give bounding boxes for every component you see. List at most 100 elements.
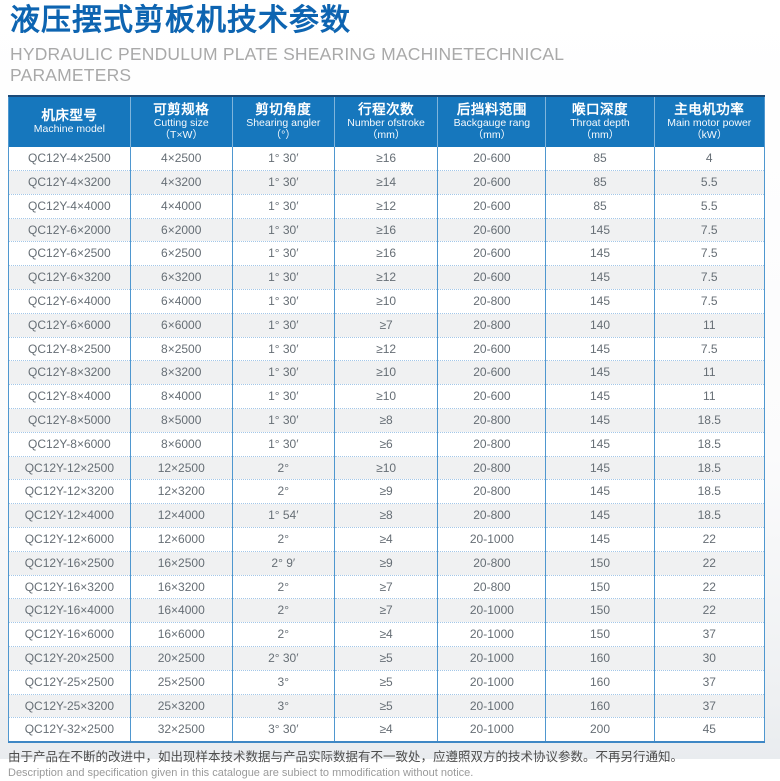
table-cell: 12×3200 (130, 479, 233, 505)
table-cell: 22 (654, 527, 765, 552)
table-cell: 4 (654, 147, 765, 171)
table-cell: 160 (545, 670, 655, 695)
table-cell: 20-800 (437, 575, 547, 600)
table-cell: 4×4000 (130, 194, 233, 219)
table-row: QC12Y-16×6000 16×6000 2° ≥4 20-1000 150 37 (8, 622, 765, 647)
table-cell: 2° (232, 527, 335, 552)
footer-note: 由于产品在不断的改进中，如出现样本技术数据与产品实际数据有不一致处，应遵照双方的… (8, 749, 780, 781)
column-header-cn: 可剪规格 (153, 102, 210, 118)
table-cell: 30 (654, 646, 765, 671)
table-cell: ≥10 (334, 456, 439, 481)
table-row: QC12Y-16×3200 16×3200 2° ≥7 20-800 150 22 (8, 575, 765, 600)
table-cell: 25×2500 (130, 670, 233, 695)
table-cell: 20-600 (437, 360, 547, 386)
column-header-machine-model: 机床型号 Machine model (8, 96, 131, 148)
page-subtitle-en: HYDRAULIC PENDULUM PLATE SHEARING MACHIN… (10, 43, 564, 85)
spec-table-container: 机床型号 Machine model 可剪规格 Cutting size （T×W） 剪切… (8, 95, 765, 744)
table-cell: 1° 30′ (232, 194, 335, 219)
table-cell: 3° (232, 694, 335, 719)
cell-machine-model: QC12Y-6×4000 (8, 289, 131, 314)
table-cell: 20-600 (437, 170, 547, 195)
table-cell: 12×4000 (130, 503, 233, 528)
table-row: QC12Y-16×4000 16×4000 2° ≥7 20-1000 150 22 (8, 598, 765, 624)
table-header-row: 机床型号 Machine model 可剪规格 Cutting size （T×W） 剪切… (8, 96, 765, 148)
table-row: QC12Y-32×2500 32×2500 3° 30′ ≥4 20-1000 200 45 (8, 717, 765, 743)
table-cell: 150 (545, 575, 655, 600)
column-header-number-ofstroke: 行程次数 Number ofstroke （mm） (334, 96, 439, 148)
table-cell: 7.5 (654, 241, 765, 267)
cell-machine-model: QC12Y-32×2500 (8, 717, 131, 743)
table-cell: 7.5 (654, 289, 765, 314)
cell-machine-model: QC12Y-20×2500 (8, 646, 131, 671)
table-row: QC12Y-25×2500 25×2500 3° ≥5 20-1000 160 37 (8, 670, 765, 695)
table-cell: 20-800 (437, 289, 547, 314)
table-row: QC12Y-4×4000 4×4000 1° 30′ ≥12 20-600 85 5.5 (8, 194, 765, 219)
table-cell: 3° (232, 670, 335, 695)
table-cell: 20-600 (437, 194, 547, 219)
table-cell: ≥10 (334, 289, 439, 314)
column-header-cn: 喉口深度 (572, 102, 628, 118)
table-row: QC12Y-8×5000 8×5000 1° 30′ ≥8 20-800 145 18.5 (8, 408, 765, 433)
cell-machine-model: QC12Y-16×2500 (8, 551, 131, 576)
table-cell: 22 (654, 551, 765, 576)
column-header-unit: （°） (270, 129, 296, 142)
table-cell: 1° 30′ (232, 384, 335, 409)
table-cell: 2° (232, 479, 335, 505)
table-cell: 20-1000 (437, 717, 547, 743)
table-cell: 12×2500 (130, 456, 233, 481)
table-cell: 2° (232, 575, 335, 600)
column-header-unit: （mm） (580, 129, 620, 142)
table-cell: 18.5 (654, 479, 765, 505)
table-cell: ≥6 (334, 432, 439, 457)
table-cell: 6×4000 (130, 289, 233, 314)
table-cell: 20-1000 (437, 598, 547, 624)
table-cell: 1° 30′ (232, 265, 335, 290)
table-cell: 18.5 (654, 456, 765, 481)
table-row: QC12Y-4×2500 4×2500 1° 30′ ≥16 20-600 85 4 (8, 147, 765, 171)
table-cell: 20-600 (437, 218, 547, 243)
table-header: 机床型号 Machine model 可剪规格 Cutting size （T×W） 剪切… (8, 96, 765, 148)
table-cell: 32×2500 (130, 717, 233, 743)
table-row: QC12Y-12×3200 12×3200 2° ≥9 20-800 145 18.5 (8, 479, 765, 505)
table-row: QC12Y-20×2500 20×2500 2° 30′ ≥5 20-1000 160 30 (8, 646, 765, 671)
table-cell: 150 (545, 598, 655, 624)
table-cell: ≥5 (334, 670, 439, 695)
column-header-cn: 剪切角度 (255, 102, 312, 118)
table-cell: 11 (654, 313, 765, 338)
column-header-backgauge-rang: 后挡料范围 Backgauge rang （mm） (437, 96, 547, 148)
table-cell: 20-600 (437, 147, 547, 171)
table-cell: 12×6000 (130, 527, 233, 552)
column-header-en: Backgauge rang (453, 117, 531, 130)
table-cell: ≥8 (334, 503, 439, 528)
table-cell: 145 (545, 218, 655, 243)
table-cell: ≥8 (334, 408, 439, 433)
table-cell: 145 (545, 241, 655, 267)
table-cell: 1° 30′ (232, 360, 335, 386)
table-row: QC12Y-6×2500 6×2500 1° 30′ ≥16 20-600 145 7.5 (8, 241, 765, 267)
table-cell: 22 (654, 575, 765, 600)
table-cell: 5.5 (654, 170, 765, 195)
table-cell: 20-1000 (437, 622, 547, 647)
column-header-cn: 主电机功率 (674, 102, 745, 118)
table-cell: 20-800 (437, 503, 547, 528)
table-row: QC12Y-16×2500 16×2500 2° 9′ ≥9 20-800 150 22 (8, 551, 765, 576)
table-cell: 160 (545, 646, 655, 671)
table-row: QC12Y-6×6000 6×6000 1° 30′ ≥7 20-800 140 11 (8, 313, 765, 338)
column-header-en: Shearing angler (246, 117, 321, 130)
table-cell: 16×2500 (130, 551, 233, 576)
table-cell: 7.5 (654, 265, 765, 290)
table-cell: 85 (545, 170, 655, 195)
column-header-unit: （mm） (472, 129, 512, 142)
table-cell: 8×4000 (130, 384, 233, 409)
table-cell: 11 (654, 384, 765, 409)
table-cell: 20-600 (437, 384, 547, 409)
column-header-unit: （kW） (691, 129, 728, 142)
table-cell: 1° 54′ (232, 503, 335, 528)
footer-note-en: Description and specification given in t… (8, 767, 474, 780)
table-cell: ≥7 (334, 575, 439, 600)
table-row: QC12Y-8×3200 8×3200 1° 30′ ≥10 20-600 145 11 (8, 360, 765, 386)
cell-machine-model: QC12Y-12×6000 (8, 527, 131, 552)
table-cell: ≥16 (334, 241, 439, 267)
table-row: QC12Y-12×4000 12×4000 1° 54′ ≥8 20-800 145 18.… (8, 503, 765, 528)
table-cell: 1° 30′ (232, 432, 335, 457)
